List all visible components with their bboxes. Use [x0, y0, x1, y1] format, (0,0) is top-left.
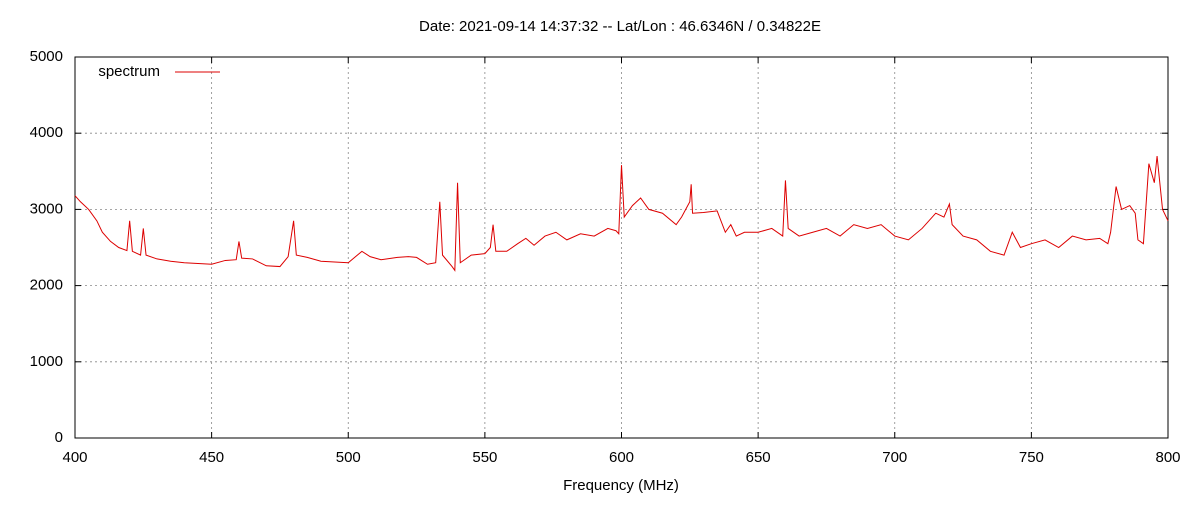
x-tick-label: 700: [882, 449, 907, 466]
y-tick-label: 4000: [30, 124, 63, 141]
x-tick-label: 750: [1019, 449, 1044, 466]
data-line: [74, 156, 1169, 272]
plot-frame: [74, 56, 1169, 439]
x-axis-label: Frequency (MHz): [563, 477, 679, 494]
x-tick-label: 800: [1155, 449, 1180, 466]
y-tick-label: 3000: [30, 200, 63, 217]
x-tick-label: 650: [746, 449, 771, 466]
legend-label: spectrum: [98, 63, 160, 80]
x-tick-label: 600: [609, 449, 634, 466]
x-tick-label: 400: [62, 449, 87, 466]
y-tick-label: 5000: [30, 48, 63, 65]
y-tick-label: 1000: [30, 353, 63, 370]
x-tick-label: 550: [472, 449, 497, 466]
x-tick-label: 450: [199, 449, 224, 466]
y-tick-label: 2000: [30, 277, 63, 294]
chart-title: Date: 2021-09-14 14:37:32 -- Lat/Lon : 4…: [419, 18, 821, 35]
y-tick-label: 0: [55, 429, 63, 446]
x-tick-label: 500: [336, 449, 361, 466]
